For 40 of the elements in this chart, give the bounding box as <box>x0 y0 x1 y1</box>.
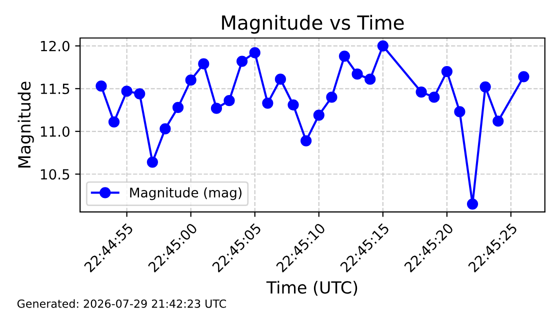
point <box>364 74 376 85</box>
point <box>352 68 363 80</box>
point <box>249 47 260 58</box>
point <box>454 106 466 118</box>
point <box>300 135 312 146</box>
point <box>492 116 504 127</box>
point <box>172 102 184 114</box>
point <box>428 92 440 103</box>
y-tick-label: 11.5 <box>40 84 70 94</box>
y-axis-title: Magnitude <box>18 82 34 168</box>
point <box>274 74 286 85</box>
text: Generated: 2026-07-29 21:42:23 UTC <box>17 299 226 308</box>
point <box>466 198 478 210</box>
y-tick-label: 11.0 <box>40 126 70 137</box>
point <box>416 86 427 98</box>
point <box>518 71 530 82</box>
point <box>185 74 196 86</box>
y-tick-label: 12.0 <box>40 40 70 52</box>
point <box>441 66 452 78</box>
point <box>210 102 222 114</box>
point <box>338 50 350 62</box>
chart-title: Magnitude vs Time <box>222 14 404 34</box>
point <box>288 99 299 110</box>
y-tick-label: 10.5 <box>40 169 70 180</box>
point <box>160 123 171 134</box>
point <box>108 116 120 128</box>
point <box>377 40 388 52</box>
legend-label: Magnitude (mag) <box>130 187 242 200</box>
point <box>198 58 210 70</box>
point <box>134 88 146 100</box>
point <box>224 95 235 106</box>
point <box>262 98 274 109</box>
point <box>121 86 132 97</box>
point <box>146 156 158 168</box>
point <box>326 92 338 103</box>
point <box>236 56 248 67</box>
point <box>96 80 107 92</box>
x-axis-title: Time (UTC) <box>266 280 358 296</box>
point <box>480 81 491 92</box>
point <box>313 110 324 121</box>
